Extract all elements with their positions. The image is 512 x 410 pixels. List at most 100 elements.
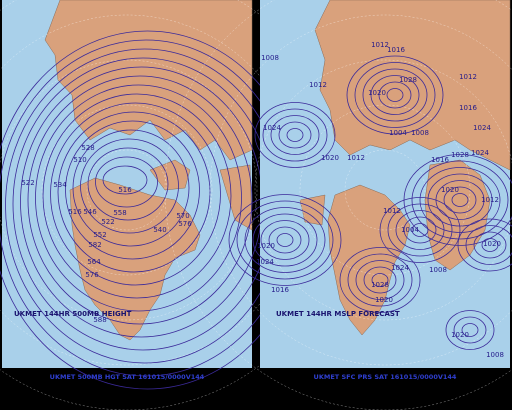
contour (473, 231, 507, 259)
contour (80, 138, 179, 234)
contour-label: 1012 (309, 81, 327, 89)
contour (346, 55, 444, 135)
contour (453, 316, 487, 344)
contour (339, 247, 421, 313)
contour-label: 1012 (459, 73, 477, 81)
contour (278, 121, 312, 149)
contour-label: 528 (81, 144, 94, 152)
contour (461, 323, 479, 337)
contour (254, 102, 336, 168)
contour-label: 1020 (483, 240, 501, 248)
contour (260, 220, 310, 260)
contour-label: 1016 (387, 46, 405, 54)
contour (228, 194, 342, 286)
contour-label: 576 (178, 220, 192, 228)
contour (102, 165, 148, 195)
contour-label: 1028 (399, 76, 417, 84)
contour (347, 253, 413, 307)
contour-label: 1024 (256, 258, 274, 266)
land (149, 159, 191, 191)
contour (50, 102, 221, 286)
contour-label: 546 (83, 208, 97, 216)
contour-label: 1020 (368, 89, 386, 97)
contour (276, 233, 294, 247)
graticule (41, 104, 213, 276)
contour-label: 1016 (459, 104, 477, 112)
contour-label: 1008 (486, 351, 504, 359)
contour (378, 81, 412, 109)
contour (252, 213, 318, 267)
contour-label: 1020 (441, 186, 459, 194)
contour-label: 1024 (473, 124, 491, 132)
contour-label: 588 (93, 316, 106, 324)
contour (262, 108, 328, 162)
contour-label: 1024 (391, 264, 409, 272)
contour (386, 88, 404, 102)
contour-label: 1012 (383, 207, 401, 215)
contour (481, 238, 499, 252)
contour (411, 160, 509, 240)
contour-label: 1004 (401, 226, 419, 234)
contour-label: 522 (21, 179, 34, 187)
contour-label: 1004 (389, 129, 407, 137)
contour-label: 552 (93, 231, 106, 239)
contour (370, 75, 420, 115)
contour-label: 1008 (411, 129, 429, 137)
contour (268, 226, 302, 254)
contour-label: 576 (85, 271, 99, 279)
contour (451, 193, 469, 207)
contour (457, 218, 512, 272)
contour-label: 1012 (347, 154, 365, 162)
contour (236, 200, 334, 280)
contour (387, 203, 453, 257)
contour (270, 115, 320, 155)
contour-label: 1016 (431, 156, 449, 164)
contour (57, 111, 211, 273)
land (314, 0, 511, 171)
contour-label: 516 (68, 208, 82, 216)
graticule (254, 59, 512, 321)
contour (411, 223, 429, 237)
contour (445, 310, 495, 350)
map-footer: UKMET 500MB HGT SAT 161015/0000V144 (50, 373, 205, 381)
contour-label: 1020 (375, 296, 393, 304)
map-footer: UKMET SFC PRS SAT 161015/0000V144 (314, 373, 457, 381)
contour-label: 1012 (481, 196, 499, 204)
graticule (209, 14, 512, 366)
contour-label: 1024 (471, 149, 489, 157)
contour (72, 129, 190, 247)
contour-label: 1020 (257, 242, 275, 250)
contour (379, 197, 461, 263)
contour-label: 534 (53, 181, 67, 189)
contour (403, 216, 437, 244)
contour-label: 1008 (429, 266, 447, 274)
contour-label: 570 (176, 212, 189, 220)
contour (65, 120, 200, 260)
contour-label: 1012 (371, 41, 389, 49)
contour-label: 564 (87, 258, 101, 266)
contour (244, 207, 326, 273)
contour-label: 582 (88, 241, 101, 249)
contour-label: 1028 (371, 281, 389, 289)
contour-label: 540 (153, 226, 166, 234)
contour (395, 210, 445, 250)
contour-label: 1020 (451, 331, 469, 339)
contour-label: 1008 (261, 54, 279, 62)
contour (371, 273, 389, 287)
contour-label: 510 (73, 156, 86, 164)
contour-label: 522 (101, 218, 114, 226)
contour-label: 1024 (263, 124, 281, 132)
map-caption: UKMET 144HR MSLP FORECAST (276, 310, 400, 318)
contour-label: 1020 (321, 154, 339, 162)
contour-label: 558 (113, 209, 126, 217)
land (219, 164, 253, 231)
contour (355, 260, 405, 300)
contour (95, 156, 158, 208)
right-map: 1008101210161012102810201012102410161008… (164, 0, 512, 410)
contour-label: 516 (118, 186, 132, 194)
contour (354, 62, 436, 128)
graticule (86, 149, 168, 231)
